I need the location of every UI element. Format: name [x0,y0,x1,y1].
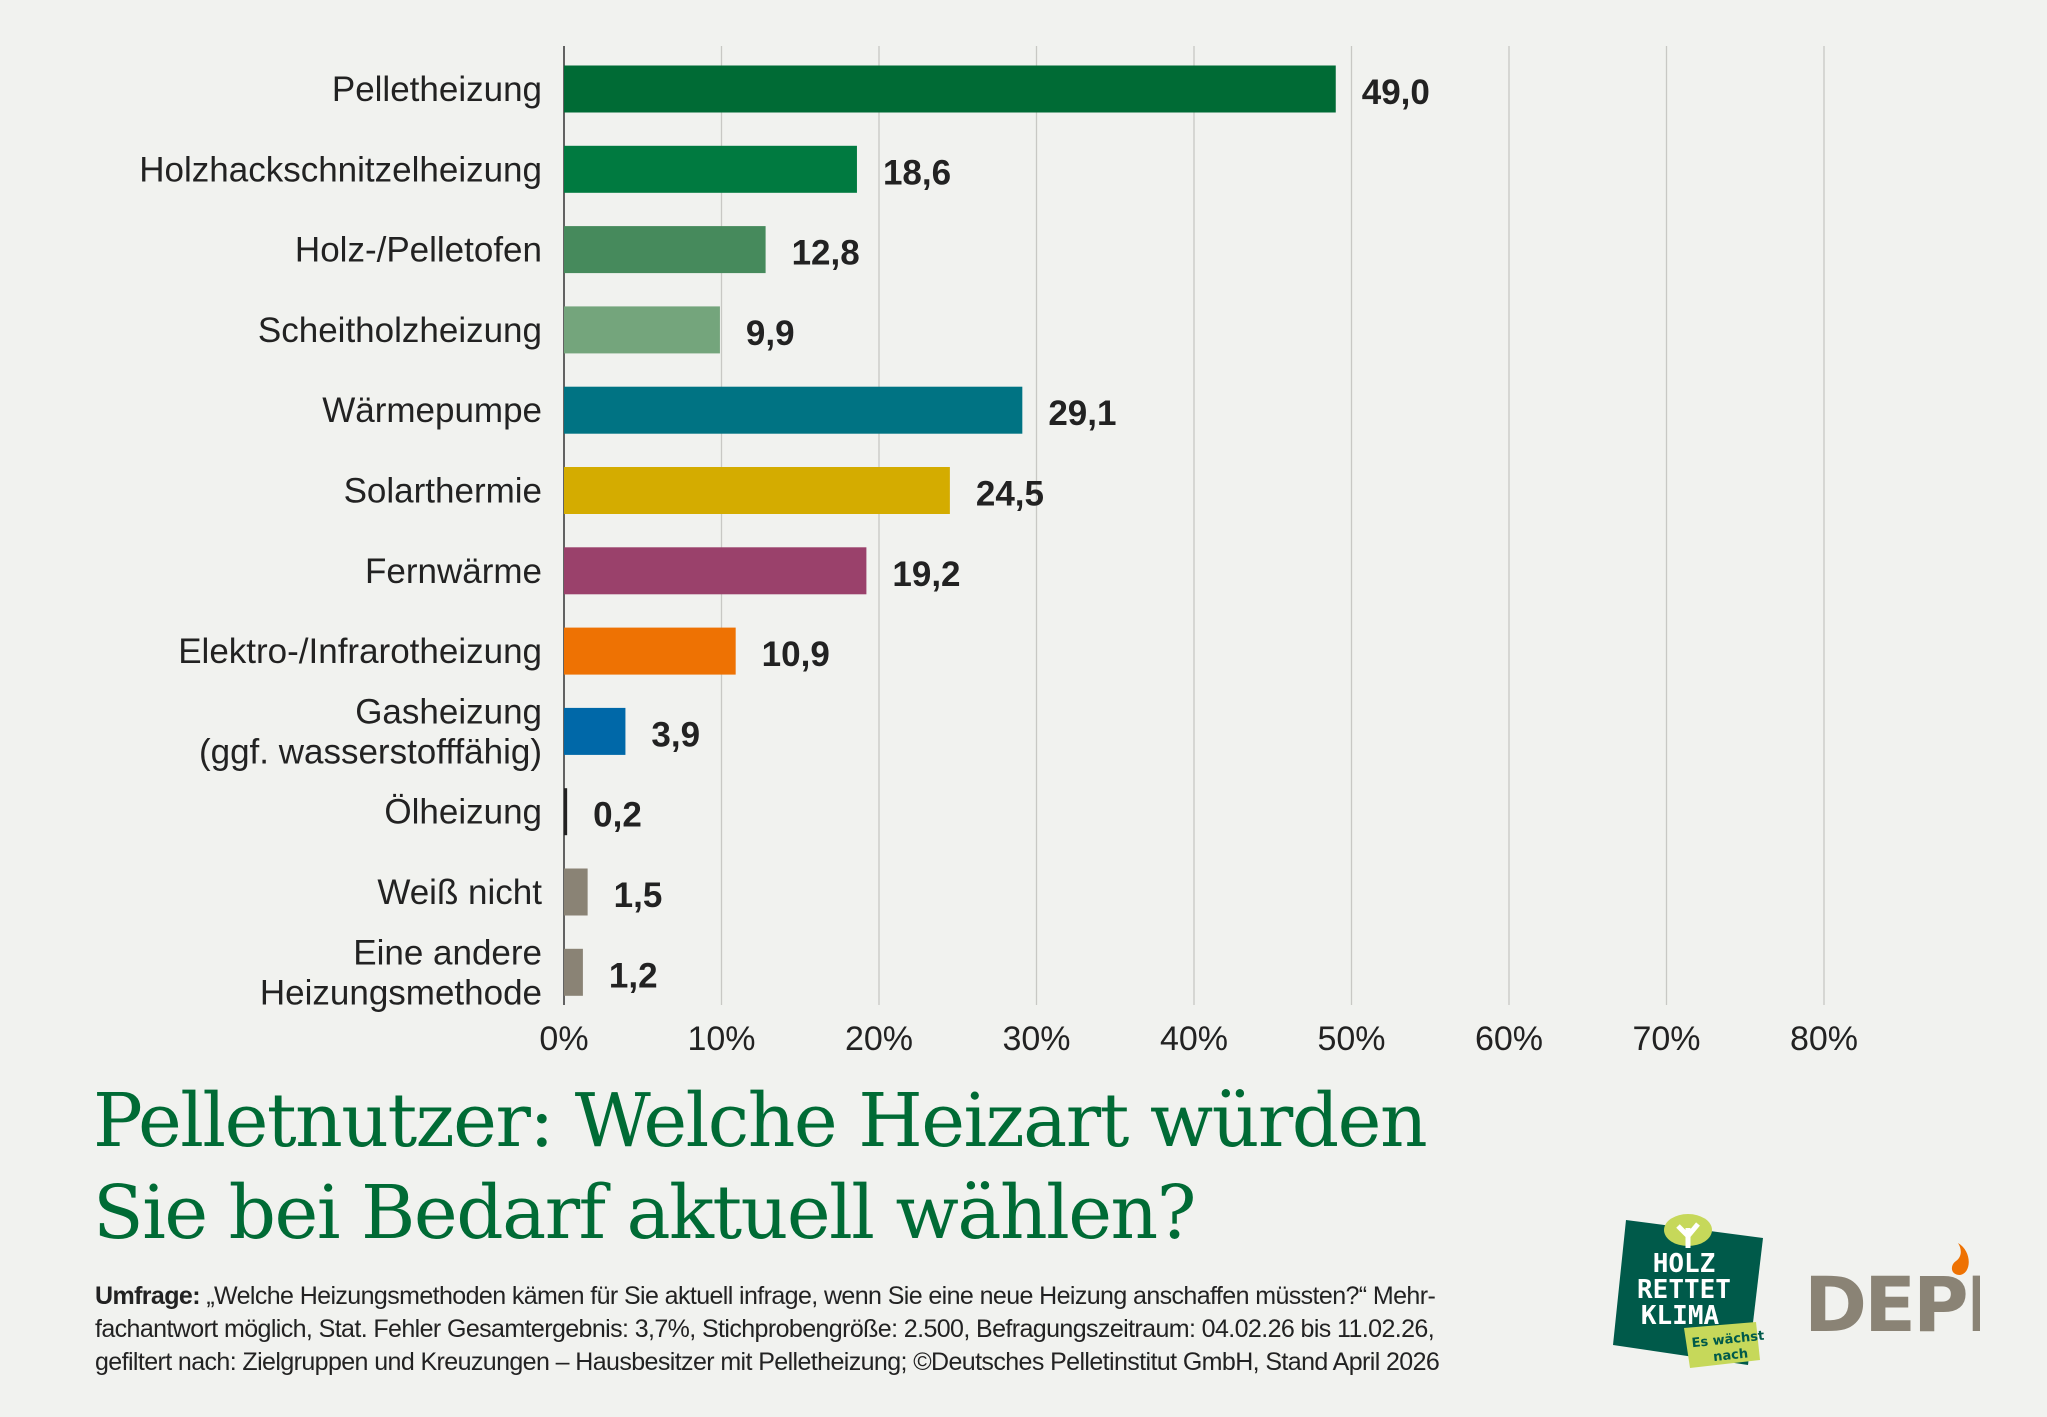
value-label: 12,8 [792,234,860,273]
bar [564,65,1336,113]
svg-text:nach: nach [1712,1346,1748,1365]
depi-logo: DEPI [1804,1243,1980,1345]
category-label: Weiß nicht [377,873,542,912]
x-tick-label: 40% [1160,1020,1228,1058]
category-label: Pelletheizung [332,70,542,109]
category-label: Ölheizung [384,793,542,832]
holz-rettet-klima-logo: HOLZ RETTET KLIMA Es wächst nach [1613,1214,1765,1368]
category-label: Gasheizung (ggf. wasserstofffähig) [199,692,542,771]
title-line-2: Sie bei Bedarf aktuell wählen? [93,1170,1196,1256]
bar [564,868,588,916]
value-label: 1,5 [614,876,663,915]
value-label: 49,0 [1362,73,1430,112]
bar [564,467,950,514]
value-label: 24,5 [976,475,1044,514]
value-label: 3,9 [651,715,700,754]
category-label: Scheitholzheizung [258,311,542,350]
category-label: Holz-/Pelletofen [295,231,542,270]
value-label: 0,2 [593,796,642,835]
category-label: Solarthermie [344,472,542,511]
x-tick-label: 60% [1475,1020,1543,1058]
chart-title: Pelletnutzer: Welche Heizart würden Sie … [93,1075,1428,1259]
x-tick-label: 50% [1317,1020,1385,1058]
x-tick-label: 30% [1002,1020,1070,1058]
footnote-line-3: gefiltert nach: Zielgruppen und Kreuzung… [95,1348,1440,1376]
value-label: 18,6 [883,153,951,192]
category-label: Holzhackschnitzelheizung [139,150,542,189]
bar [564,948,583,996]
bar [564,386,1023,434]
category-label: Eine andere Heizungsmethode [260,933,542,1012]
bar [564,627,736,675]
bar [564,707,626,755]
x-tick-label: 20% [845,1020,913,1058]
svg-text:KLIMA: KLIMA [1641,1301,1720,1331]
svg-text:HOLZ: HOLZ [1653,1249,1716,1279]
survey-footnote: Umfrage: „Welche Heizungsmethoden kämen … [95,1280,1440,1379]
value-label: 10,9 [762,635,830,674]
category-label: Elektro-/Infrarotheizung [178,632,542,671]
depi-wordmark: DEPI [1804,1260,1980,1345]
bar [564,788,568,836]
category-label: Wärmepumpe [322,391,542,430]
x-tick-label: 80% [1790,1020,1858,1058]
value-label: 9,9 [746,314,795,353]
value-label: 29,1 [1048,394,1116,433]
bar [564,226,766,274]
footnote-line-2: fachantwort möglich, Stat. Fehler Gesamt… [95,1315,1435,1343]
footnote-label: Umfrage: [95,1282,201,1310]
value-label: 19,2 [892,555,960,594]
bar-chart: 0% 10% 20% 30% 40% 50% 60% 70% 80% Pelletheizung 4… [139,46,1858,1058]
title-line-1: Pelletnutzer: Welche Heizart würden [93,1078,1428,1164]
flame-icon [1951,1243,1969,1275]
svg-text:RETTET: RETTET [1637,1275,1731,1305]
bar [564,547,867,595]
x-tick-label: 0% [539,1020,588,1058]
bar [564,145,857,193]
x-tick-label: 70% [1632,1020,1700,1058]
bar [564,306,720,354]
x-tick-label: 10% [687,1020,755,1058]
footnote-line-1: „Welche Heizungsmethoden kämen für Sie a… [206,1282,1436,1310]
value-label: 1,2 [609,956,658,995]
category-label: Fernwärme [365,552,542,591]
